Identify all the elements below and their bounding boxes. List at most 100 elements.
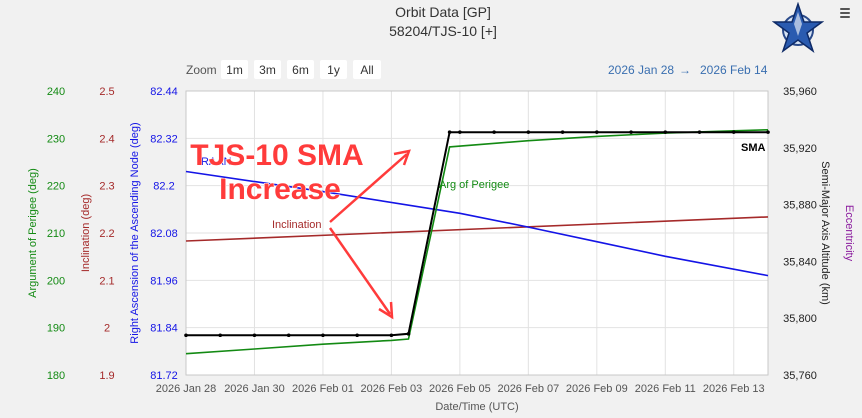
- x-tick-label: 2026 Feb 09: [566, 383, 628, 395]
- sma-point: [526, 130, 531, 134]
- raan-tick-label: 82.44: [150, 86, 178, 98]
- zoom-6m-button[interactable]: 6m: [287, 60, 314, 79]
- inclination-tick-label: 2: [104, 323, 110, 335]
- perigee-axis-title: Argument of Perigee (deg): [27, 168, 39, 298]
- annotation-arrows: [328, 149, 411, 320]
- x-tick-label: 2026 Feb 05: [429, 383, 491, 395]
- svg-text:3m: 3m: [259, 63, 276, 77]
- sma-axis-title: Semi-Major Axis Altitude (km): [819, 161, 831, 305]
- perigee-tick-label: 230: [47, 133, 65, 145]
- inclination-axis-ticks: 2.5 2.4 2.3 2.2 2.1 2 1.9: [99, 86, 114, 382]
- sma-point: [321, 333, 325, 338]
- range-arrow: →: [679, 63, 691, 77]
- sma-tick-label: 35,800: [783, 313, 817, 325]
- x-tick-label: 2026 Feb 13: [703, 383, 765, 395]
- svg-text:6m: 6m: [292, 63, 309, 77]
- inclination-axis-title: Inclination (deg): [80, 194, 92, 272]
- sma-point: [595, 130, 599, 134]
- svg-text:All: All: [360, 63, 373, 77]
- sma-point: [492, 130, 496, 134]
- chart-title: Orbit Data [GP]: [395, 4, 491, 20]
- raan-tick-label: 82.08: [150, 228, 178, 240]
- eccentricity-axis-title: Eccentricity: [843, 205, 855, 262]
- sma-point: [731, 130, 736, 134]
- chart-subtitle[interactable]: 58204/TJS-10 [+]: [389, 23, 497, 39]
- zoom-1y-button[interactable]: 1y: [320, 60, 347, 79]
- sma-point: [447, 130, 452, 134]
- sma-point: [218, 333, 223, 338]
- inclination-tick-label: 2.3: [99, 181, 114, 193]
- perigee-tick-label: 200: [47, 275, 65, 287]
- sma-point: [663, 130, 668, 134]
- inclination-tick-label: 2.4: [99, 133, 114, 145]
- zoom-1m-button[interactable]: 1m: [221, 60, 248, 79]
- menu-icon[interactable]: [840, 8, 850, 20]
- perigee-tick-label: 220: [47, 181, 65, 193]
- raan-line: [185, 170, 769, 277]
- sma-tick-label: 35,920: [783, 143, 817, 155]
- inclination-tick-label: 2.1: [99, 275, 114, 287]
- inclination-tick-label: 2.5: [99, 86, 114, 98]
- perigee-tick-label: 180: [47, 370, 65, 382]
- sma-point: [389, 333, 394, 338]
- zoom-label: Zoom: [186, 63, 217, 77]
- raan-tick-label: 82.2: [153, 181, 174, 193]
- raan-tick-label: 81.72: [150, 370, 178, 382]
- annotation-arrowhead-up: [393, 149, 411, 166]
- annotation-arrow-up: [329, 153, 408, 223]
- x-tick-label: 2026 Feb 07: [497, 383, 559, 395]
- range-from-date[interactable]: 2026 Jan 28: [608, 63, 674, 77]
- raan-series-label: RAAN: [201, 156, 232, 168]
- perigee-tick-label: 210: [47, 228, 65, 240]
- raan-axis-title: Right Ascension of the Ascending Node (d…: [129, 122, 141, 343]
- plot-border: [185, 90, 769, 376]
- x-axis-title: Date/Time (UTC): [435, 401, 518, 413]
- sma-axis-ticks: 35,960 35,920 35,880 35,840 35,800 35,760: [783, 86, 817, 382]
- series-lines: [184, 129, 770, 355]
- inclination-tick-label: 2.2: [99, 228, 114, 240]
- star-logo-icon: [772, 2, 824, 53]
- x-axis-ticks: 2026 Jan 28 2026 Jan 30 2026 Feb 01 2026 Fe…: [156, 383, 765, 395]
- perigee-axis-ticks: 240 230 220 210 200 190 180: [47, 86, 65, 382]
- sma-point: [286, 333, 291, 338]
- perigee-tick-label: 190: [47, 323, 65, 335]
- sma-series-label: SMA: [741, 142, 766, 154]
- annotation-arrowhead-down: [378, 301, 394, 320]
- sma-tick-label: 35,760: [783, 370, 817, 382]
- sma-point: [458, 130, 462, 134]
- sma-point: [629, 130, 633, 134]
- inclination-series-label: Inclination: [272, 219, 322, 231]
- zoom-all-button[interactable]: All: [353, 60, 381, 79]
- x-tick-label: 2026 Jan 28: [156, 383, 217, 395]
- x-tick-label: 2026 Feb 03: [361, 383, 423, 395]
- sma-point: [252, 333, 257, 338]
- raan-tick-label: 82.32: [150, 133, 178, 145]
- sma-point: [560, 130, 565, 134]
- x-tick-label: 2026 Jan 30: [224, 383, 285, 395]
- sma-point: [184, 333, 188, 338]
- grid-lines: [185, 90, 768, 376]
- perigee-series-label: Arg of Perigee: [439, 179, 509, 191]
- sma-tick-label: 35,880: [783, 200, 817, 212]
- raan-axis-ticks: 82.44 82.32 82.2 82.08 81.96 81.84 81.72: [150, 86, 178, 382]
- svg-text:1m: 1m: [226, 63, 243, 77]
- x-tick-label: 2026 Feb 01: [292, 383, 354, 395]
- annotation-line1: TJS-10 SMA: [190, 139, 363, 172]
- svg-text:1y: 1y: [327, 63, 340, 77]
- annotation-arrow-down: [328, 227, 392, 315]
- inclination-tick-label: 1.9: [99, 370, 114, 382]
- perigee-tick-label: 240: [47, 86, 65, 98]
- sma-point: [406, 332, 411, 336]
- annotation-line2: Increase: [219, 173, 341, 206]
- x-tick-label: 2026 Feb 11: [635, 383, 696, 395]
- sma-point: [355, 333, 359, 338]
- sma-point: [697, 130, 702, 134]
- range-to-date[interactable]: 2026 Feb 14: [700, 63, 768, 77]
- sma-tick-label: 35,840: [783, 256, 817, 268]
- sma-point: [766, 130, 770, 134]
- zoom-3m-button[interactable]: 3m: [254, 60, 281, 79]
- raan-tick-label: 81.96: [150, 275, 178, 287]
- sma-tick-label: 35,960: [783, 86, 817, 98]
- raan-tick-label: 81.84: [150, 323, 178, 335]
